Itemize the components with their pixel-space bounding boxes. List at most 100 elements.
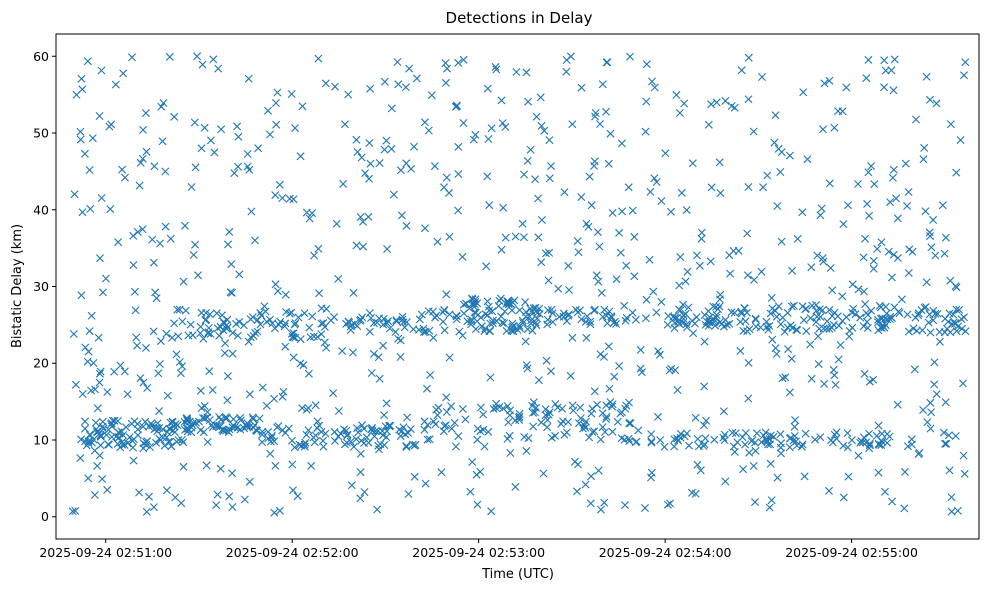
data-point	[273, 287, 282, 296]
data-point	[84, 439, 93, 447]
data-point	[615, 362, 624, 370]
data-point	[598, 409, 607, 418]
data-point	[81, 424, 89, 433]
data-point	[322, 343, 331, 352]
data-point	[189, 250, 198, 259]
data-point	[200, 123, 209, 132]
data-point	[295, 440, 304, 449]
data-point	[652, 178, 661, 186]
data-point	[621, 501, 629, 510]
data-point	[85, 327, 94, 336]
data-point	[133, 425, 142, 434]
data-point	[762, 317, 771, 326]
data-point	[158, 425, 167, 434]
data-point	[527, 316, 536, 325]
data-point	[647, 473, 655, 482]
data-point	[290, 320, 299, 329]
data-point	[471, 295, 480, 304]
data-point	[353, 147, 362, 156]
data-point	[467, 317, 475, 326]
data-point	[274, 320, 283, 329]
data-point	[281, 290, 290, 299]
data-point	[349, 288, 358, 297]
data-point	[628, 206, 637, 215]
data-point	[392, 317, 401, 326]
data-point	[396, 432, 405, 441]
data-point	[834, 355, 843, 364]
data-point	[236, 413, 245, 422]
data-point	[867, 162, 876, 171]
data-point	[660, 442, 669, 451]
data-point	[721, 96, 730, 105]
data-point	[239, 321, 248, 330]
data-point	[959, 379, 967, 388]
data-point	[814, 332, 823, 341]
data-point	[290, 443, 299, 452]
data-point	[953, 506, 962, 515]
data-point	[693, 251, 701, 260]
data-point	[220, 349, 229, 358]
data-point	[431, 313, 440, 322]
data-point	[602, 415, 611, 423]
data-point	[767, 293, 776, 302]
data-point	[331, 82, 339, 91]
data-point	[907, 440, 916, 449]
data-point	[778, 374, 787, 383]
data-point	[375, 374, 384, 383]
data-point	[500, 319, 508, 328]
data-point	[745, 448, 754, 457]
data-point	[904, 188, 913, 196]
data-point	[94, 333, 103, 342]
data-point	[814, 360, 823, 369]
data-point	[836, 341, 845, 349]
data-point	[424, 126, 433, 135]
data-point	[258, 438, 267, 447]
data-point	[875, 301, 884, 310]
data-point	[149, 258, 158, 267]
data-point	[302, 430, 311, 439]
data-point	[670, 442, 679, 451]
data-point	[562, 317, 571, 326]
data-point	[554, 284, 563, 293]
data-point	[291, 124, 300, 133]
data-point	[159, 99, 168, 107]
data-point	[264, 106, 272, 115]
data-point	[671, 366, 680, 375]
data-point	[496, 294, 505, 303]
data-point	[103, 485, 112, 494]
data-point	[952, 168, 961, 177]
data-point	[741, 440, 750, 449]
data-point	[661, 149, 670, 158]
data-point	[573, 487, 581, 496]
data-point	[504, 300, 513, 309]
data-point	[440, 422, 449, 430]
y-tick-label: 40	[33, 202, 49, 217]
data-point	[534, 194, 542, 203]
data-point	[860, 369, 869, 378]
data-point	[854, 285, 863, 294]
data-point	[526, 145, 535, 154]
data-point	[486, 373, 495, 382]
data-point	[288, 436, 297, 445]
data-point	[941, 398, 950, 407]
data-point	[685, 441, 693, 450]
data-point	[772, 312, 781, 321]
data-point	[524, 97, 533, 106]
data-point	[526, 319, 535, 328]
data-point	[791, 416, 800, 425]
data-point	[689, 329, 698, 338]
data-point	[504, 418, 513, 427]
data-point	[709, 315, 718, 324]
data-point	[922, 72, 931, 81]
data-point	[130, 287, 139, 296]
data-point	[203, 413, 212, 422]
data-point	[169, 426, 178, 435]
data-point	[367, 369, 376, 377]
data-point	[625, 419, 634, 428]
data-point	[215, 413, 224, 422]
data-point	[869, 264, 878, 273]
data-point	[212, 422, 221, 431]
data-point	[278, 392, 287, 401]
data-point	[588, 404, 597, 413]
data-point	[353, 322, 362, 330]
